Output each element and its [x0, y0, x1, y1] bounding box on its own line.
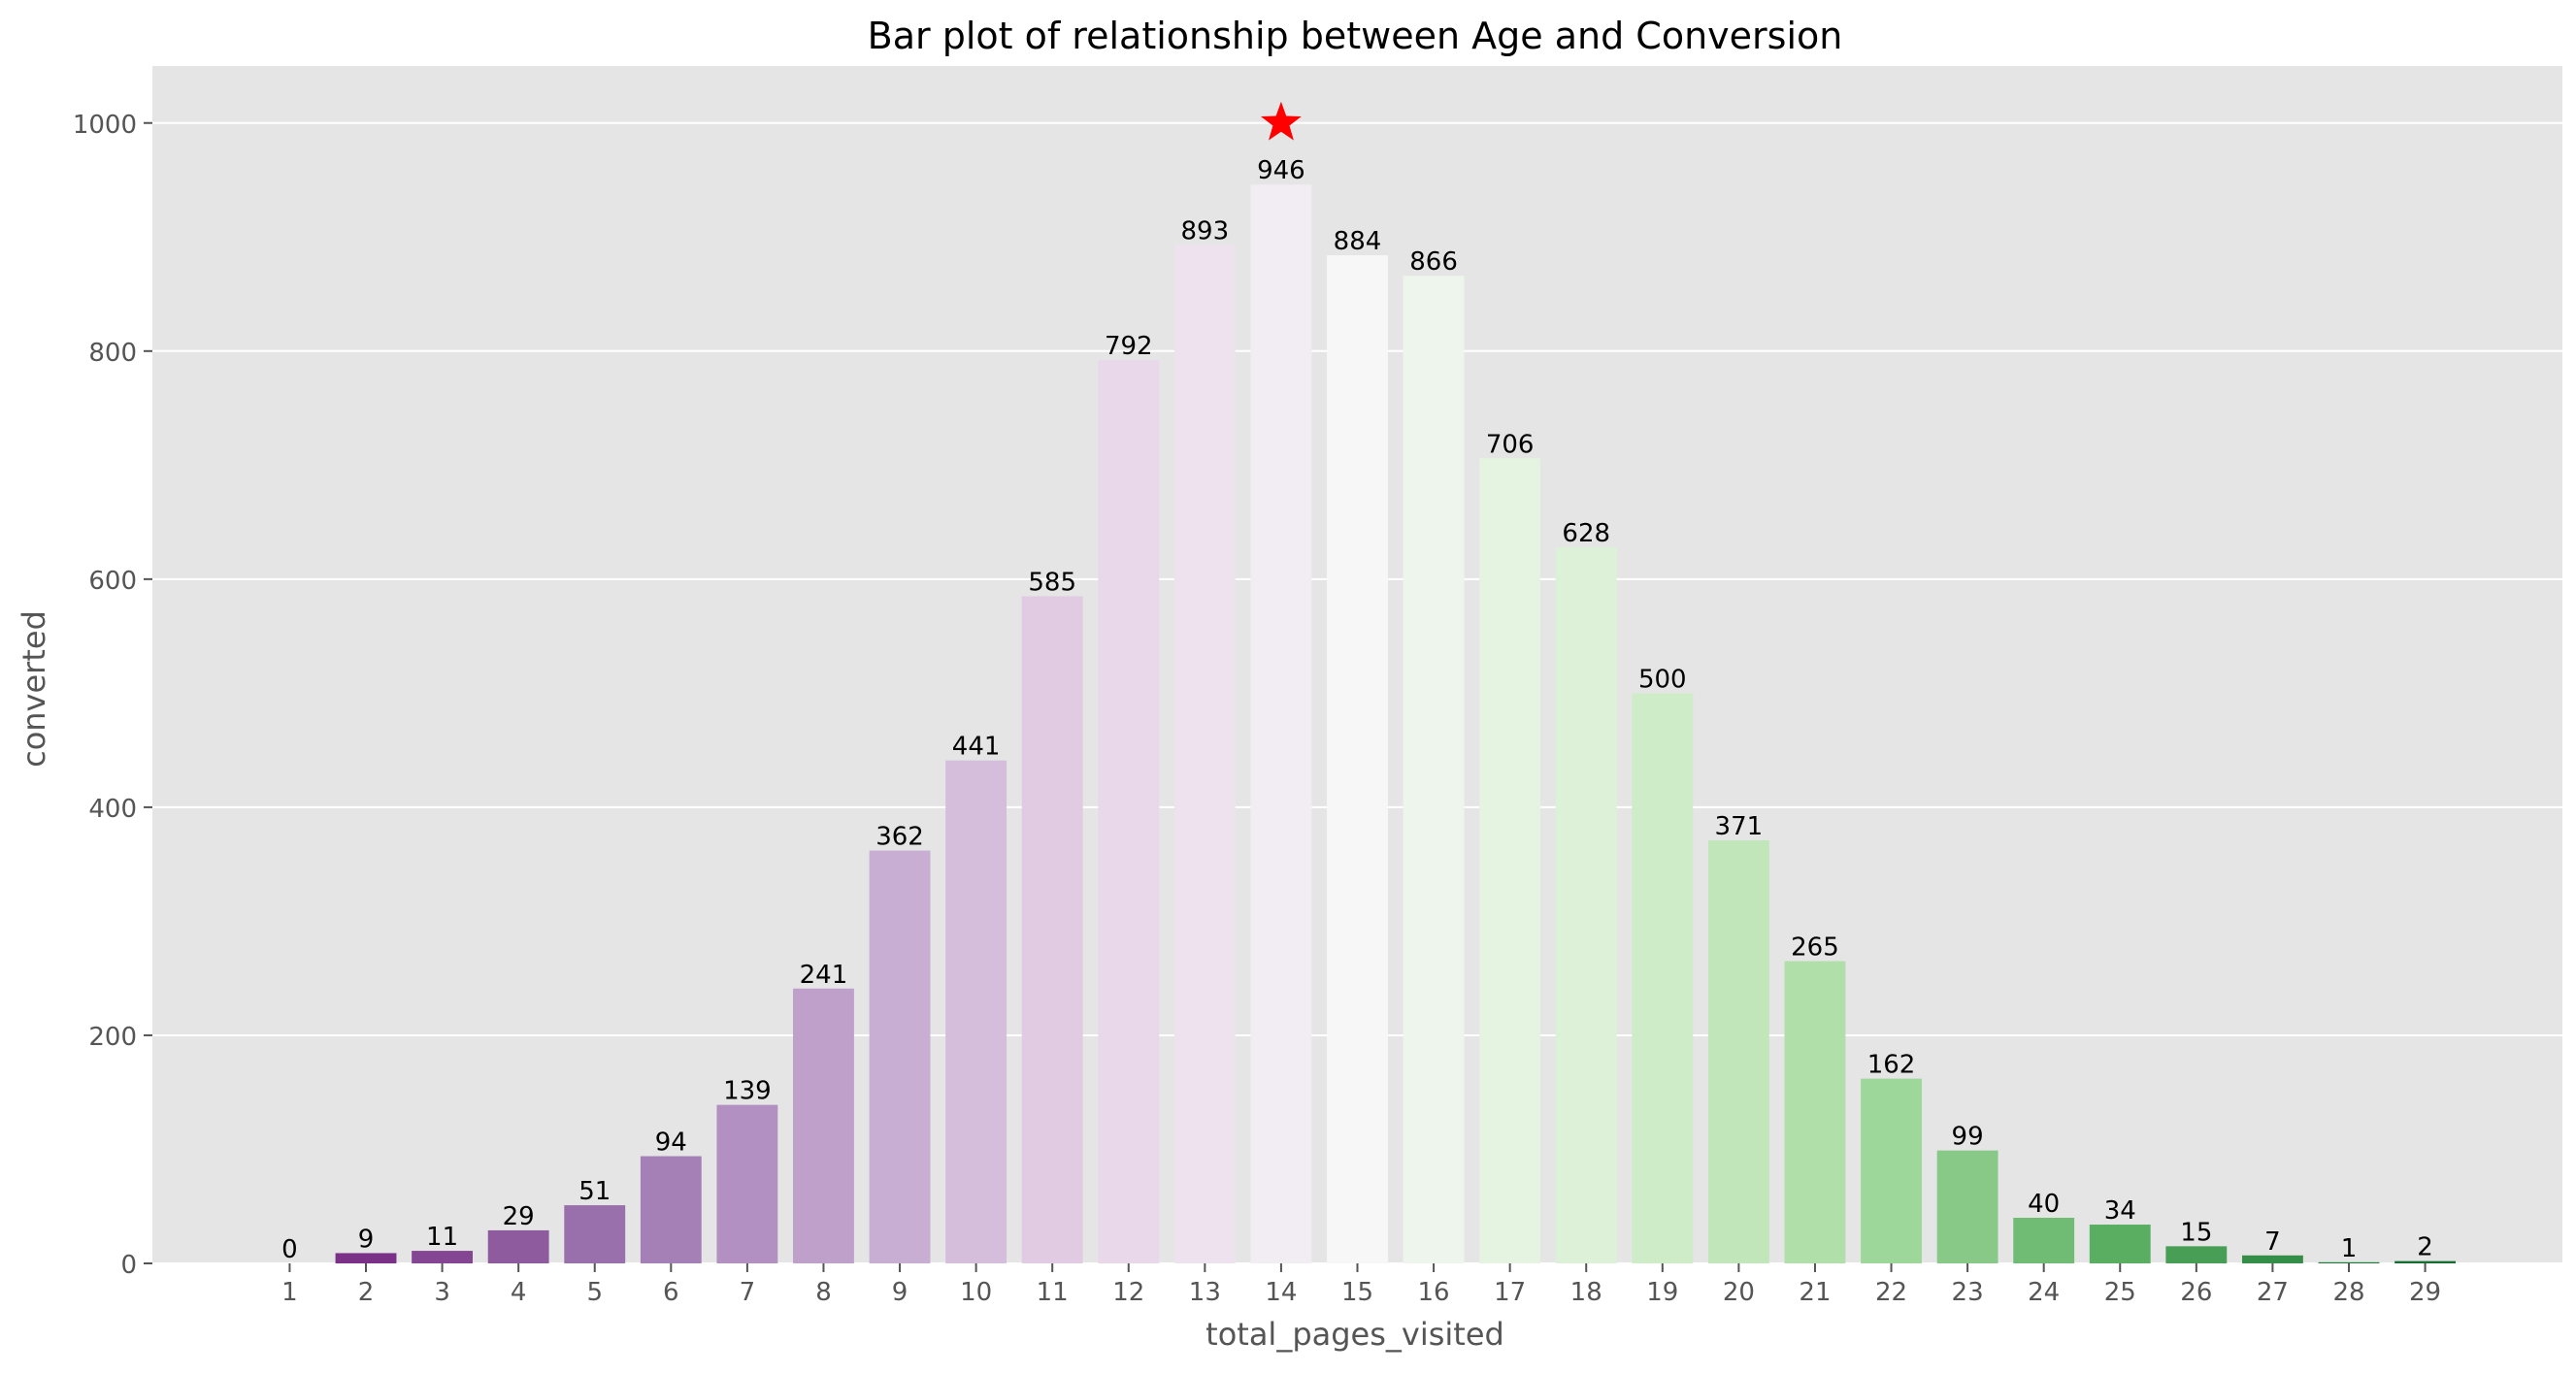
chart-title: Bar plot of relationship between Age and… — [868, 15, 1843, 57]
x-tick-label: 5 — [586, 1278, 603, 1307]
bar-19 — [1632, 693, 1694, 1263]
bar-14 — [1250, 184, 1312, 1264]
bar-value-label: 706 — [1486, 430, 1535, 459]
y-tick-label: 0 — [120, 1251, 137, 1280]
bar-13 — [1173, 245, 1236, 1264]
x-axis-label: total_pages_visited — [1205, 1316, 1504, 1353]
x-tick-label: 21 — [1799, 1278, 1831, 1307]
bar-value-label: 9 — [358, 1225, 375, 1254]
bar-28 — [2318, 1261, 2380, 1263]
x-tick-label: 2 — [358, 1278, 375, 1307]
x-tick-label: 19 — [1646, 1278, 1678, 1307]
bar-value-label: 1 — [2341, 1234, 2358, 1263]
star-marker — [1261, 101, 1302, 141]
x-tick-label: 6 — [663, 1278, 679, 1307]
x-tick-label: 24 — [2028, 1278, 2060, 1307]
bar-20 — [1707, 839, 1769, 1263]
bar-value-label: 792 — [1105, 332, 1153, 361]
bar-value-label: 11 — [426, 1223, 458, 1252]
bar-11 — [1021, 596, 1083, 1263]
bar-8 — [793, 988, 854, 1263]
bar-22 — [1861, 1078, 1922, 1263]
bar-17 — [1479, 458, 1541, 1264]
bar-21 — [1784, 961, 1846, 1263]
bar-value-label: 34 — [2104, 1196, 2136, 1226]
y-axis-label: converted — [16, 610, 52, 768]
bar-value-label: 99 — [1952, 1123, 1984, 1152]
x-tick-label: 8 — [815, 1278, 832, 1307]
y-tick-label: 400 — [88, 795, 137, 824]
x-tick-label: 7 — [740, 1278, 756, 1307]
bar-value-label: 946 — [1257, 156, 1305, 185]
x-tick-label: 17 — [1494, 1278, 1526, 1307]
x-tick-label: 20 — [1723, 1278, 1755, 1307]
bar-2 — [335, 1253, 397, 1263]
x-tick-label: 28 — [2332, 1278, 2364, 1307]
y-tick-label: 1000 — [73, 111, 137, 140]
x-tick-label: 29 — [2409, 1278, 2441, 1307]
bar-value-label: 628 — [1562, 519, 1610, 548]
bar-value-label: 139 — [723, 1077, 772, 1106]
x-tick-label: 13 — [1189, 1278, 1221, 1307]
bar-value-label: 0 — [281, 1235, 298, 1264]
bar-9 — [869, 850, 931, 1263]
x-tick-label: 11 — [1037, 1278, 1069, 1307]
x-tick-label: 4 — [511, 1278, 527, 1307]
bar-12 — [1098, 360, 1160, 1263]
x-tick-label: 16 — [1418, 1278, 1450, 1307]
bar-25 — [2089, 1225, 2151, 1263]
bar-10 — [945, 760, 1007, 1263]
bar-23 — [1936, 1150, 1998, 1263]
x-tick-label: 14 — [1265, 1278, 1297, 1307]
bar-value-label: 162 — [1867, 1051, 1916, 1080]
bar-value-label: 893 — [1181, 217, 1230, 246]
bar-value-label: 866 — [1409, 247, 1458, 277]
x-tick-label: 23 — [1952, 1278, 1984, 1307]
bar-value-label: 362 — [875, 823, 924, 852]
x-tick-label: 3 — [434, 1278, 450, 1307]
bar-29 — [2394, 1260, 2456, 1263]
x-tick-label: 9 — [892, 1278, 908, 1307]
bar-value-label: 500 — [1638, 665, 1687, 694]
x-tick-label: 27 — [2257, 1278, 2289, 1307]
x-tick-label: 18 — [1570, 1278, 1602, 1307]
x-tick-label: 25 — [2104, 1278, 2136, 1307]
bar-5 — [564, 1205, 626, 1263]
x-tick-label: 15 — [1341, 1278, 1373, 1307]
bar-value-label: 15 — [2180, 1218, 2212, 1247]
x-tick-label: 26 — [2180, 1278, 2212, 1307]
bar-value-label: 51 — [578, 1177, 611, 1206]
y-tick-label: 600 — [88, 567, 137, 596]
bar-value-label: 441 — [952, 733, 1001, 762]
bar-16 — [1403, 276, 1465, 1264]
bar-value-label: 7 — [2264, 1227, 2281, 1257]
bar-value-label: 40 — [2028, 1190, 2060, 1219]
x-tick-label: 22 — [1875, 1278, 1907, 1307]
bar-value-label: 2 — [2417, 1233, 2433, 1262]
bar-value-label: 884 — [1334, 227, 1382, 256]
bar-value-label: 371 — [1715, 812, 1764, 841]
bar-6 — [640, 1156, 702, 1263]
bar-value-label: 585 — [1028, 568, 1076, 597]
bar-value-label: 241 — [800, 961, 848, 990]
bar-7 — [716, 1104, 778, 1263]
bar-26 — [2165, 1246, 2228, 1263]
bar-4 — [487, 1229, 549, 1263]
bar-27 — [2241, 1255, 2303, 1263]
x-tick-label: 10 — [960, 1278, 992, 1307]
x-tick-label: 12 — [1112, 1278, 1144, 1307]
bar-value-label: 94 — [655, 1129, 687, 1158]
bar-24 — [2013, 1217, 2075, 1263]
bar-value-label: 29 — [503, 1202, 535, 1231]
bar-3 — [412, 1251, 474, 1263]
bar-18 — [1555, 546, 1617, 1263]
y-tick-label: 800 — [88, 339, 137, 368]
bar-15 — [1327, 255, 1388, 1263]
y-tick-label: 200 — [88, 1023, 137, 1052]
x-tick-label: 1 — [281, 1278, 298, 1307]
bar-value-label: 265 — [1791, 933, 1839, 963]
